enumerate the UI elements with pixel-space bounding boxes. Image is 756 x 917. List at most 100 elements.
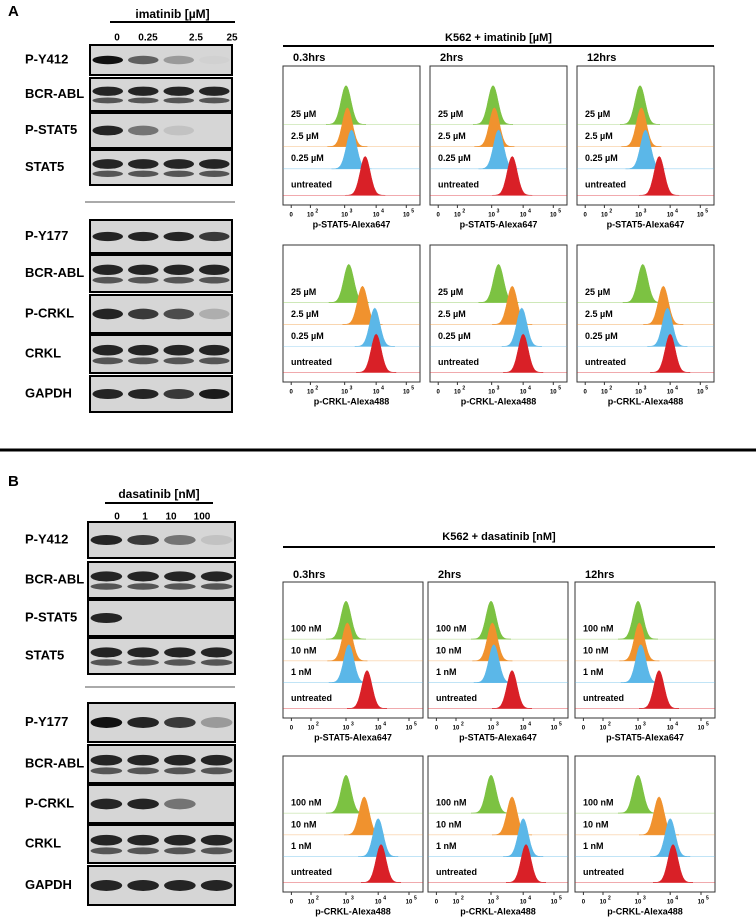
tick-base: 10 xyxy=(520,900,527,906)
band xyxy=(163,125,195,136)
tick-base: 10 xyxy=(308,726,315,732)
sample-label: untreated xyxy=(583,693,624,703)
treatment-header: dasatinib [nM] xyxy=(118,487,199,501)
sample-label: 1 nM xyxy=(436,841,457,851)
band xyxy=(198,231,230,242)
tick-exp: 2 xyxy=(609,385,612,391)
blot-label: BCR-ABL xyxy=(25,755,84,770)
blot-label: STAT5 xyxy=(25,647,64,662)
band xyxy=(92,159,124,169)
tick-base: 10 xyxy=(667,726,674,732)
band xyxy=(127,534,159,546)
histogram-peak xyxy=(617,600,659,640)
sample-label: untreated xyxy=(438,180,479,190)
tick-exp: 3 xyxy=(497,208,500,214)
histogram-peak xyxy=(472,85,514,125)
sample-label: 25 µM xyxy=(438,109,463,119)
band xyxy=(92,170,124,177)
sample-label: 1 nM xyxy=(583,841,604,851)
dose-label: 1 xyxy=(142,512,148,523)
band xyxy=(90,659,123,666)
tick-base: 10 xyxy=(373,213,380,219)
axis-label: p-CRKL-Alexa488 xyxy=(314,396,390,406)
tick-exp: 2 xyxy=(462,208,465,214)
sample-label: 1 nM xyxy=(436,667,457,677)
band xyxy=(200,754,233,766)
band xyxy=(127,767,159,775)
axis-label: p-STAT5-Alexa647 xyxy=(607,219,685,229)
histogram-peak xyxy=(360,844,402,883)
sample-label: 100 nM xyxy=(583,623,614,633)
sample-label: untreated xyxy=(585,357,626,367)
tick-base: 0 xyxy=(290,213,294,219)
histogram-peak xyxy=(491,670,533,709)
sample-label: 100 nM xyxy=(291,623,322,633)
band xyxy=(127,388,159,400)
blot-label: P-Y177 xyxy=(25,228,68,243)
blot-label: P-STAT5 xyxy=(25,122,77,137)
histogram-peak xyxy=(356,333,397,373)
tick-exp: 3 xyxy=(350,208,353,214)
treatment-header: imatinib [µM] xyxy=(135,7,209,21)
band xyxy=(163,231,195,242)
sample-label: untreated xyxy=(436,693,477,703)
band xyxy=(200,583,233,590)
tick-exp: 3 xyxy=(497,385,500,391)
panel-label: B xyxy=(8,473,19,490)
time-label: 2hrs xyxy=(438,569,461,581)
band xyxy=(198,344,230,356)
blot-label: P-CRKL xyxy=(25,795,74,810)
band xyxy=(198,276,230,284)
tick-exp: 3 xyxy=(644,208,647,214)
sample-label: 0.25 µM xyxy=(438,331,471,341)
tick-base: 10 xyxy=(373,390,380,396)
band xyxy=(127,571,159,582)
tick-base: 10 xyxy=(406,726,413,732)
histogram-peak xyxy=(505,844,547,883)
band xyxy=(198,159,230,169)
tick-exp: 2 xyxy=(315,208,318,214)
tick-base: 10 xyxy=(307,390,314,396)
sample-label: untreated xyxy=(291,357,332,367)
histogram-peak xyxy=(619,622,660,662)
tick-exp: 4 xyxy=(675,385,678,391)
tick-base: 10 xyxy=(698,726,705,732)
tick-base: 10 xyxy=(635,726,642,732)
sample-label: 25 µM xyxy=(291,287,316,297)
band xyxy=(163,170,195,177)
tick-base: 0 xyxy=(290,726,294,732)
band xyxy=(90,798,123,810)
tick-exp: 4 xyxy=(381,208,384,214)
tick-base: 0 xyxy=(435,900,439,906)
band xyxy=(90,612,123,624)
band xyxy=(127,754,159,766)
band xyxy=(164,717,196,728)
histogram-peak xyxy=(344,156,386,196)
band xyxy=(92,125,124,136)
sample-label: 0.25 µM xyxy=(585,153,618,163)
band xyxy=(90,571,123,582)
tick-exp: 3 xyxy=(643,721,646,727)
sample-label: 2.5 µM xyxy=(585,309,613,319)
band xyxy=(127,97,159,104)
tick-base: 10 xyxy=(307,213,314,219)
blot-label: P-STAT5 xyxy=(25,609,77,624)
band xyxy=(163,388,195,400)
histogram-peak xyxy=(646,307,688,347)
histogram-peak xyxy=(638,156,680,196)
tick-exp: 5 xyxy=(559,895,562,901)
band xyxy=(92,357,124,365)
tick-base: 10 xyxy=(550,213,557,219)
tick-exp: 3 xyxy=(496,895,499,901)
histogram-peak xyxy=(502,818,544,857)
band xyxy=(200,767,233,775)
tick-base: 10 xyxy=(403,390,410,396)
band xyxy=(164,847,196,855)
blot xyxy=(87,702,236,743)
histogram-box xyxy=(576,244,715,383)
sample-label: 2.5 µM xyxy=(438,131,466,141)
band xyxy=(127,834,159,846)
tick-base: 10 xyxy=(406,900,413,906)
tick-base: 10 xyxy=(308,900,315,906)
blot-label: P-Y412 xyxy=(25,531,68,546)
